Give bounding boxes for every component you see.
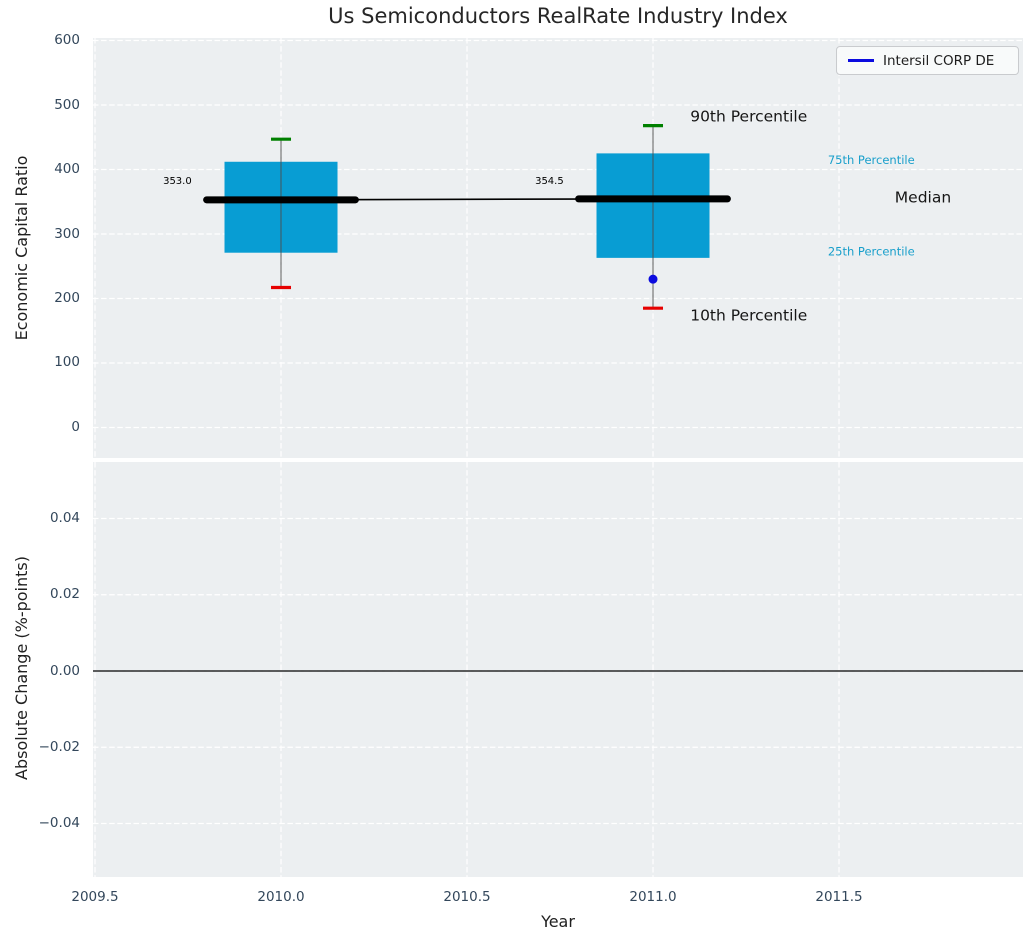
x-tick-label: 2009.5 (55, 889, 135, 906)
x-tick-label: 2010.0 (241, 889, 321, 906)
figure: Us Semiconductors RealRate Industry Inde… (0, 0, 1034, 942)
bottom-y-tick-label: 0.02 (0, 586, 80, 603)
annotation: 90th Percentile (690, 107, 807, 125)
top-plot: 353.0 354.5 90th Percentile 75th Percentile… (93, 38, 1023, 458)
bottom-y-tick-label: 0.00 (0, 663, 80, 680)
x-tick-label: 2011.5 (799, 889, 879, 906)
median-value-label: 353.0 (163, 176, 192, 187)
bottom-plot (93, 462, 1023, 877)
median-value-label: 354.5 (535, 176, 564, 187)
top-y-tick-label: 0 (0, 419, 80, 436)
annotation: 25th Percentile (828, 244, 915, 258)
annotation: Median (895, 189, 951, 207)
chart-title: Us Semiconductors RealRate Industry Inde… (93, 4, 1023, 28)
bottom-y-tick-label: −0.02 (0, 739, 80, 756)
bottom-y-tick-label: −0.04 (0, 815, 80, 832)
x-tick-label: 2010.5 (427, 889, 507, 906)
legend-label: Intersil CORP DE (883, 53, 994, 69)
annotation: 75th Percentile (828, 153, 915, 167)
x-tick-label: 2011.0 (613, 889, 693, 906)
gridlines (93, 462, 1023, 877)
company-point (649, 275, 658, 284)
x-axis-label: Year (93, 912, 1023, 931)
top-y-tick-label: 500 (0, 97, 80, 114)
top-y-tick-label: 600 (0, 32, 80, 49)
top-y-tick-label: 200 (0, 290, 80, 307)
bottom-y-tick-label: 0.04 (0, 510, 80, 527)
top-y-tick-label: 100 (0, 354, 80, 371)
legend: Intersil CORP DE (836, 46, 1019, 75)
top-y-tick-label: 400 (0, 161, 80, 178)
top-y-tick-label: 300 (0, 226, 80, 243)
legend-line-swatch (848, 59, 874, 62)
annotation: 10th Percentile (690, 307, 807, 325)
